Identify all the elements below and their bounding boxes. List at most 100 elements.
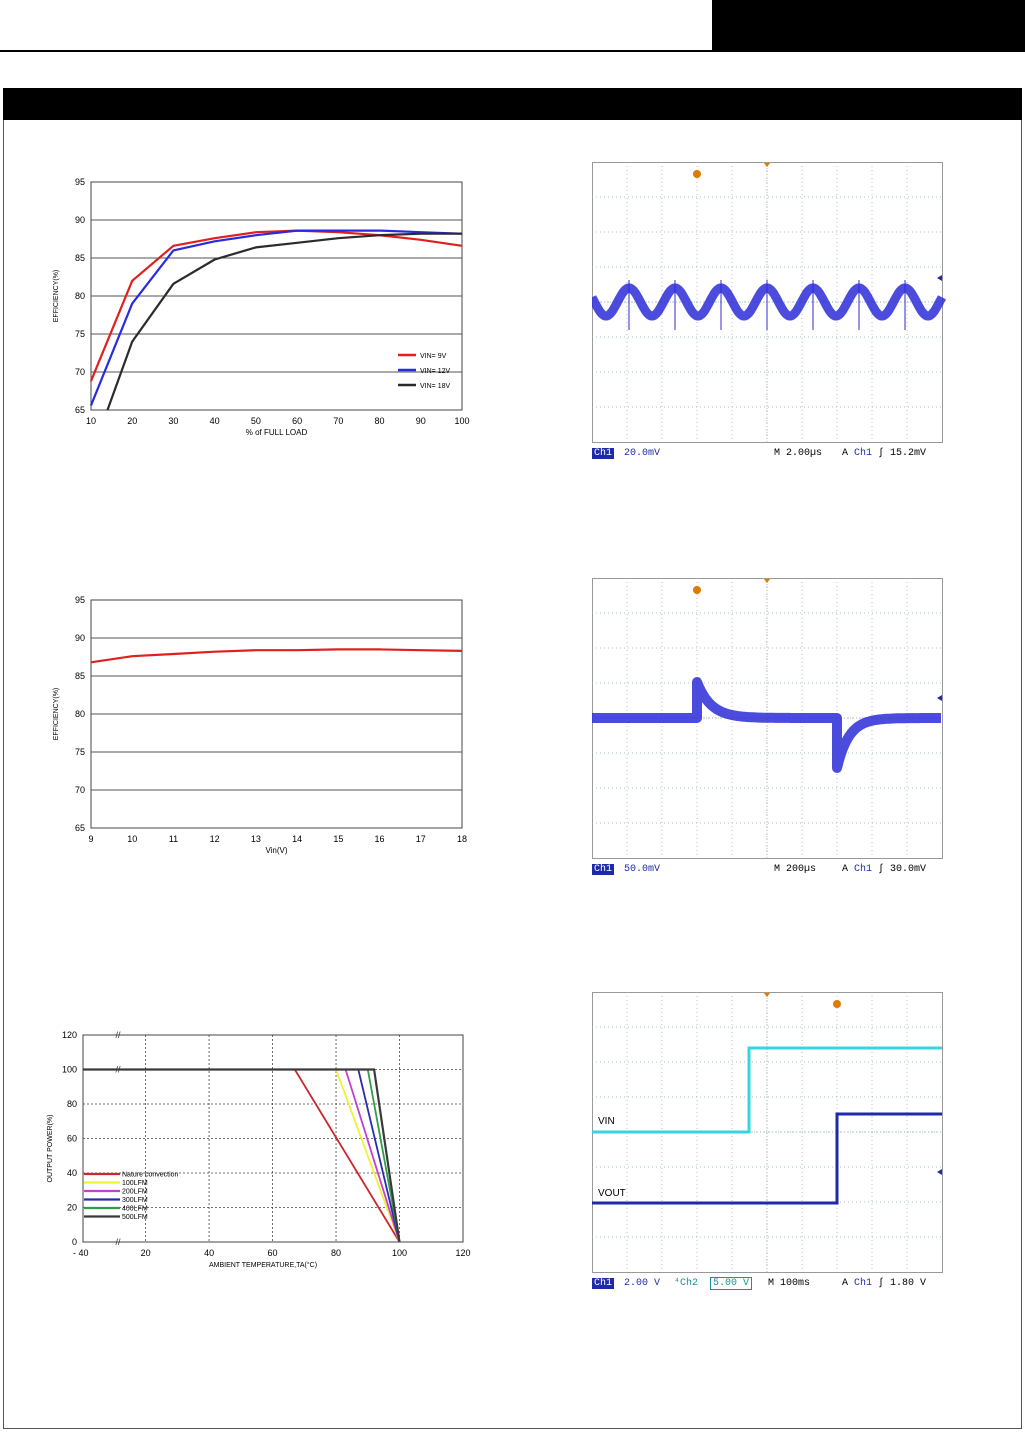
x-tick-label: 15 bbox=[333, 834, 343, 844]
trigger-position-marker bbox=[693, 170, 701, 178]
y-axis-label: EFFICIENCY(%) bbox=[53, 270, 60, 323]
series-line-1 bbox=[90, 648, 463, 664]
efficiency-vs-load-chart: 65 70 75 80 85 90 95 10 20 30 40 50 60 70 80 90 100 % of … bbox=[53, 177, 470, 437]
x-axis-label: % of FULL LOAD bbox=[246, 428, 308, 437]
trigger-channel: Ch1 bbox=[854, 864, 873, 875]
legend-label: 100LFM bbox=[122, 1180, 148, 1187]
y-tick-label: 80 bbox=[75, 291, 85, 301]
transient-waveform bbox=[592, 677, 944, 773]
y-tick-label: 80 bbox=[67, 1099, 77, 1109]
x-axis-label: Vin(V) bbox=[265, 846, 287, 855]
x-tick-label: 13 bbox=[251, 834, 261, 844]
scope-ripple-screen bbox=[592, 162, 946, 443]
trigger-level-arrow bbox=[937, 695, 942, 701]
ch1-scale: 50.0mV bbox=[624, 864, 661, 875]
x-axis-label: AMBIENT TEMPERATURE,TA(°C) bbox=[209, 1261, 317, 1269]
y-tick-label: 75 bbox=[75, 329, 85, 339]
y-tick-label: 40 bbox=[67, 1168, 77, 1178]
x-tick-label: 17 bbox=[416, 834, 426, 844]
x-tick-label: 40 bbox=[210, 416, 220, 426]
time-reference-marker bbox=[764, 579, 770, 583]
y-tick-label: 90 bbox=[75, 215, 85, 225]
series-line-1 bbox=[89, 229, 463, 382]
scope-transient: Ch1 50.0mV M 200µs A Ch1 ∫ 30.0mV bbox=[592, 578, 947, 876]
x-tick-label: 80 bbox=[375, 416, 385, 426]
trigger-channel: Ch1 bbox=[854, 448, 873, 459]
y-tick-label: 70 bbox=[75, 785, 85, 795]
y-axis-label: EFFICIENCY(%) bbox=[53, 688, 60, 741]
scope-status-bar: Ch1 50.0mV M 200µs A Ch1 ∫ 30.0mV bbox=[592, 863, 947, 876]
header-block bbox=[712, 0, 1025, 52]
x-tick-label: 16 bbox=[375, 834, 385, 844]
timebase: M 100ms bbox=[768, 1278, 811, 1289]
legend-label: Nature convection bbox=[122, 1172, 179, 1179]
trigger-level-arrow bbox=[937, 275, 942, 281]
y-tick-label: 20 bbox=[67, 1203, 77, 1213]
y-tick-label: 65 bbox=[75, 823, 85, 833]
x-tick-label: 14 bbox=[292, 834, 302, 844]
x-tick-label: 20 bbox=[141, 1248, 151, 1258]
x-tick-label: 60 bbox=[292, 416, 302, 426]
x-tick-label: 120 bbox=[455, 1248, 470, 1258]
trigger-level: 30.0mV bbox=[890, 864, 927, 875]
trigger-level: 15.2mV bbox=[890, 448, 927, 459]
scope-startup: VIN VOUT Ch1 2.00 V ⁴Ch2 5.00 V M 100ms … bbox=[592, 992, 947, 1290]
legend-label: VIN= 18V bbox=[420, 383, 450, 390]
vin-label: VIN bbox=[598, 1116, 615, 1127]
x-tick-label: 70 bbox=[333, 416, 343, 426]
trigger-channel: Ch1 bbox=[854, 1278, 873, 1289]
x-tick-label: 40 bbox=[204, 1248, 214, 1258]
x-tick-label: 9 bbox=[88, 834, 93, 844]
y-tick-label: 60 bbox=[67, 1134, 77, 1144]
x-tick-label: 100 bbox=[392, 1248, 407, 1258]
ch1-scale: 20.0mV bbox=[624, 448, 661, 459]
x-tick-label: 50 bbox=[251, 416, 261, 426]
x-tick-label: 80 bbox=[331, 1248, 341, 1258]
x-tick-label: - 40 bbox=[73, 1248, 89, 1258]
timebase: M 200µs bbox=[774, 864, 817, 875]
scope-startup-screen bbox=[592, 992, 943, 1273]
legend-label: 300LFM bbox=[122, 1197, 148, 1204]
legend-label: 500LFM bbox=[122, 1214, 148, 1221]
legend-label: VIN= 9V bbox=[420, 353, 447, 360]
timebase: M 2.00µs bbox=[774, 448, 823, 459]
vout-waveform bbox=[592, 1112, 942, 1205]
section-title-bar bbox=[3, 88, 1022, 120]
y-tick-label: 85 bbox=[75, 671, 85, 681]
trigger-level-arrow bbox=[937, 1169, 942, 1175]
ch2-label-text: Ch2 bbox=[680, 1278, 699, 1289]
timebase-value: 100ms bbox=[780, 1278, 811, 1289]
legend-label: 400LFM bbox=[122, 1206, 148, 1213]
y-tick-label: 70 bbox=[75, 367, 85, 377]
trigger-info: A Ch1 ∫ 30.0mV bbox=[842, 864, 927, 875]
legend-label: VIN= 12V bbox=[420, 368, 450, 375]
x-tick-label: 12 bbox=[210, 834, 220, 844]
vin-waveform bbox=[592, 1046, 942, 1134]
y-tick-label: 95 bbox=[75, 177, 85, 187]
ch1-label: Ch1 bbox=[592, 1278, 615, 1289]
ch2-scale: 5.00 V bbox=[710, 1277, 753, 1290]
ch1-label: Ch1 bbox=[592, 864, 615, 875]
legend-label: 200LFM bbox=[122, 1189, 148, 1196]
y-tick-label: 0 bbox=[72, 1237, 77, 1247]
y-axis-label: OUTPUT POWER(%) bbox=[47, 1115, 54, 1183]
scope-ripple: Ch1 20.0mV M 2.00µs A Ch1 ∫ 15.2mV bbox=[592, 162, 947, 460]
ch1-scale: 2.00 V bbox=[624, 1278, 661, 1289]
x-tick-label: 11 bbox=[169, 834, 178, 844]
trigger-info: A Ch1 ∫ 15.2mV bbox=[842, 448, 927, 459]
axis-break-mark: // bbox=[115, 1237, 121, 1247]
ch2-label: ⁴Ch2 bbox=[674, 1278, 699, 1289]
y-tick-label: 85 bbox=[75, 253, 85, 263]
x-tick-label: 90 bbox=[416, 416, 426, 426]
y-tick-label: 90 bbox=[75, 633, 85, 643]
timebase-value: 200µs bbox=[786, 864, 817, 875]
x-tick-label: 100 bbox=[454, 416, 469, 426]
y-tick-label: 95 bbox=[75, 595, 85, 605]
scope-transient-screen bbox=[592, 578, 944, 859]
series-line-2 bbox=[89, 229, 463, 406]
y-tick-label: 120 bbox=[62, 1030, 77, 1040]
vout-label: VOUT bbox=[598, 1188, 626, 1199]
x-tick-label: 60 bbox=[268, 1248, 278, 1258]
scope-status-bar: Ch1 20.0mV M 2.00µs A Ch1 ∫ 15.2mV bbox=[592, 447, 947, 460]
